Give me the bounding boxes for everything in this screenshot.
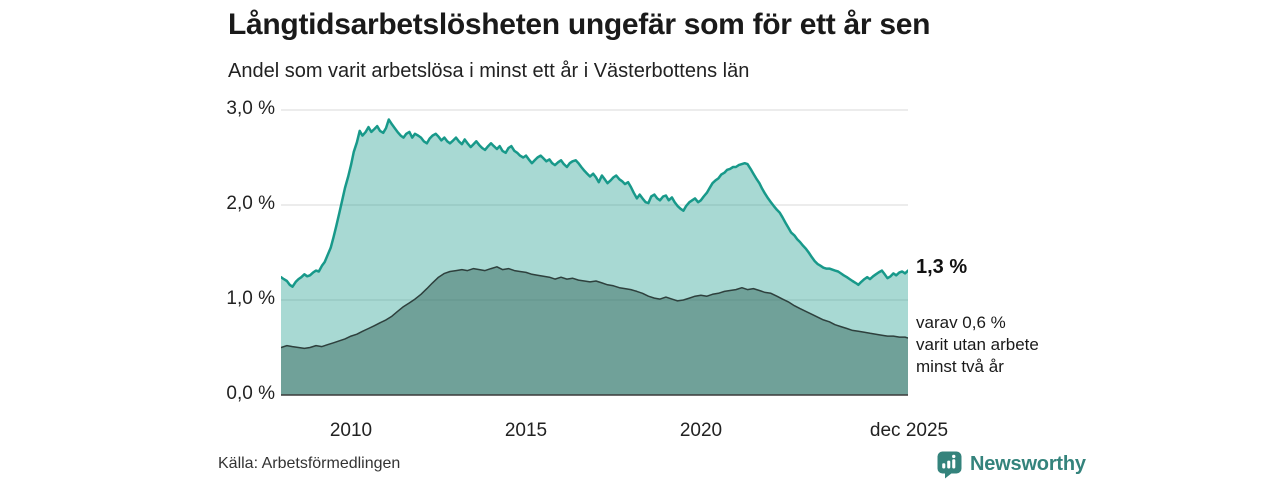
unemployment-area-chart xyxy=(281,109,908,396)
x-tick-2010: 2010 xyxy=(329,420,373,441)
end-sub-line-1: varav 0,6 % xyxy=(916,313,1006,332)
y-tick-2: 2,0 % xyxy=(226,193,275,214)
y-tick-1: 1,0 % xyxy=(226,288,275,309)
newsworthy-icon xyxy=(937,451,962,479)
newsworthy-logo[interactable]: Newsworthy xyxy=(936,450,1086,479)
end-sub-line-2: varit utan arbete xyxy=(916,335,1039,354)
line-min-one-year xyxy=(281,118,908,288)
x-tick-2015: 2015 xyxy=(504,420,548,441)
x-tick-2020: 2020 xyxy=(679,420,723,441)
area-min-two-years xyxy=(281,266,908,395)
x-tick-dec-2025: dec 2025 xyxy=(869,420,949,441)
end-value-label: 1,3 % xyxy=(916,256,968,278)
chart-subtitle: Andel som varit arbetslösa i minst ett å… xyxy=(228,60,750,82)
source-text: Källa: Arbetsförmedlingen xyxy=(218,455,401,472)
y-tick-3: 3,0 % xyxy=(226,98,275,119)
y-tick-0: 0,0 % xyxy=(226,383,275,404)
line-min-two-years xyxy=(281,266,908,350)
newsworthy-wordmark: Newsworthy xyxy=(970,453,1086,475)
end-sub-label: varav 0,6 % varit utan arbete minst två … xyxy=(916,312,1039,378)
page-title: Långtidsarbetslösheten ungefär som för e… xyxy=(228,8,931,41)
end-sub-line-3: minst två år xyxy=(916,357,1004,376)
